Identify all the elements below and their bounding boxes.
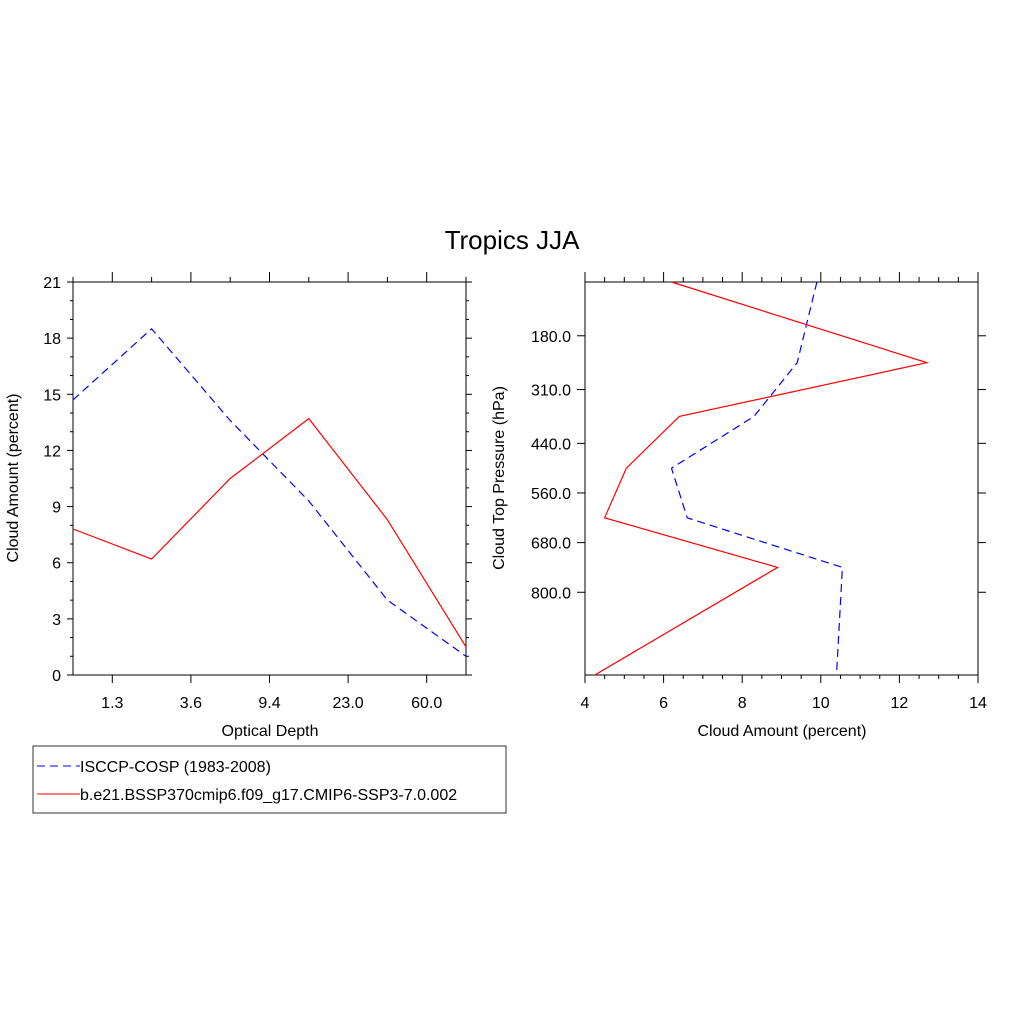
right-x-tick-label: 14 xyxy=(969,695,987,712)
right-y-tick-label: 440.0 xyxy=(531,436,571,453)
right-series xyxy=(594,281,930,676)
right-y-tick-label: 800.0 xyxy=(531,585,571,602)
chart-title: Tropics JJA xyxy=(445,225,580,255)
left-y-tick-label: 3 xyxy=(52,612,61,629)
right-y-tick-label: 310.0 xyxy=(531,383,571,400)
right-y-axis-label: Cloud Top Pressure (hPa) xyxy=(491,386,508,570)
left-series-line-model xyxy=(72,417,467,648)
right-x-tick-label: 4 xyxy=(581,695,590,712)
right-x-tick-label: 10 xyxy=(812,695,830,712)
right-plot-frame xyxy=(584,281,979,676)
left-y-tick-label: 6 xyxy=(52,556,61,573)
left-x-tick-label: 9.4 xyxy=(258,695,280,712)
left-plot-frame xyxy=(72,281,467,676)
right-series-line-model xyxy=(594,281,930,676)
legend-label-isccp: ISCCP-COSP (1983-2008) xyxy=(80,759,271,776)
left-x-axis-label: Optical Depth xyxy=(222,723,319,740)
left-y-tick-label: 18 xyxy=(43,331,61,348)
left-chart: 0 3 6 9 12 15 18 21 1.3 3.6 9.4 23.0 60.0 Optical De… xyxy=(5,272,472,740)
left-series xyxy=(72,327,467,657)
right-y-tick-label: 180.0 xyxy=(531,329,571,346)
left-x-tick-label: 1.3 xyxy=(101,695,123,712)
right-series-line-isccp xyxy=(670,281,844,676)
right-x-axis-label: Cloud Amount (percent) xyxy=(698,723,867,740)
left-ticks: 0 3 6 9 12 15 18 21 1.3 3.6 9.4 23.0 60.0 xyxy=(43,272,472,712)
left-x-tick-label: 23.0 xyxy=(333,695,364,712)
left-series-line-isccp xyxy=(72,327,467,657)
left-x-tick-label: 60.0 xyxy=(411,695,442,712)
left-y-tick-label: 0 xyxy=(52,668,61,685)
left-y-axis-label: Cloud Amount (percent) xyxy=(5,394,22,563)
legend-box xyxy=(32,745,507,814)
left-y-tick-label: 9 xyxy=(52,500,61,517)
left-y-tick-label: 15 xyxy=(43,387,61,404)
right-ticks: 4 6 8 10 12 14 180.0 310.0 440.0 560.0 680.0 800.0 xyxy=(531,272,987,712)
right-x-tick-label: 6 xyxy=(659,695,668,712)
right-chart: 4 6 8 10 12 14180.0310.0440.0560.0680.0800.0 … xyxy=(491,272,987,740)
legend: ISCCP-COSP (1983-2008) b.e21.BSSP370cmip… xyxy=(32,745,507,814)
right-x-tick-label: 12 xyxy=(891,695,909,712)
left-y-tick-label: 12 xyxy=(43,443,61,460)
legend-label-model: b.e21.BSSP370cmip6.f09_g17.CMIP6-SSP3-7.… xyxy=(80,787,457,804)
right-x-tick-label: 8 xyxy=(738,695,747,712)
right-y-tick-label: 680.0 xyxy=(531,536,571,553)
left-x-tick-label: 3.6 xyxy=(180,695,202,712)
left-y-tick-label: 21 xyxy=(43,275,61,292)
right-y-tick-label: 560.0 xyxy=(531,486,571,503)
